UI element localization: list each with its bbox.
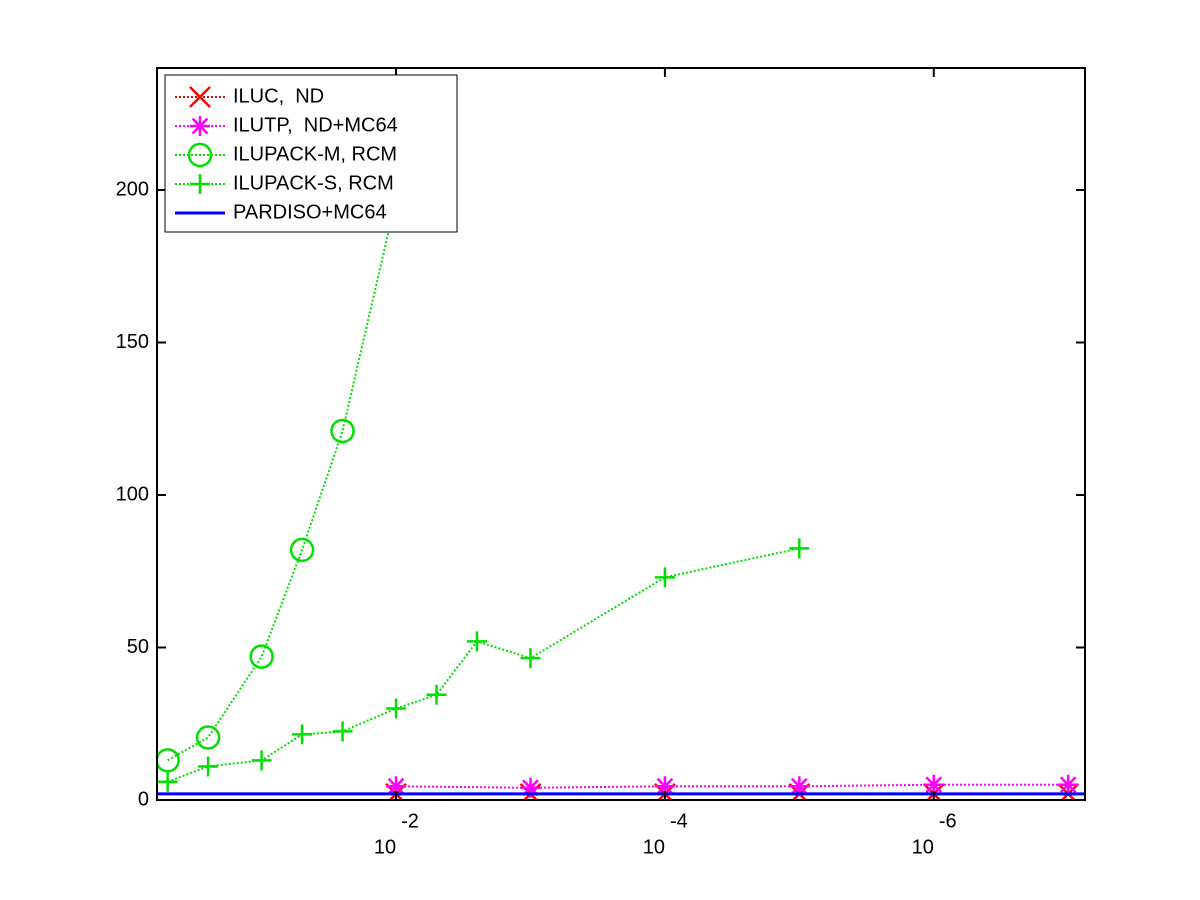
y-tick-label: 150: [116, 331, 149, 353]
marker: [289, 537, 315, 563]
plot-area: [157, 186, 1085, 800]
marker: [251, 750, 272, 771]
marker: [923, 774, 944, 795]
legend-box: [164, 74, 458, 233]
y-tick-label: 0: [138, 788, 149, 810]
x-tick-exponent: -6: [939, 810, 957, 832]
marker: [520, 648, 541, 669]
marker: [654, 567, 675, 588]
axes-frame: [156, 67, 1086, 801]
y-tick-label: 200: [116, 178, 149, 200]
legend-label: PARDISO+MC64: [233, 201, 387, 223]
legend-label: ILUC, ND: [233, 85, 324, 107]
y-tick-label: 50: [127, 636, 149, 658]
series-line: [167, 547, 800, 783]
series-line: [396, 783, 1069, 789]
series-line: [167, 198, 398, 762]
marker: [198, 756, 219, 777]
marker: [789, 538, 810, 559]
marker: [1058, 774, 1079, 795]
marker: [520, 777, 541, 798]
marker: [332, 721, 353, 742]
marker: [249, 644, 274, 669]
marker: [386, 776, 407, 797]
marker: [157, 771, 178, 792]
y-tick-label: 100: [116, 483, 149, 505]
x-tick-label: 10: [643, 836, 665, 858]
x-tick-exponent: -2: [401, 810, 419, 832]
legend-label: ILUPACK-M, RCM: [233, 143, 397, 165]
x-tick-label: 10: [912, 836, 934, 858]
legend: ILUC, ND ILUTP, ND+MC64 ILUPACK-M, RCM ILUP…: [164, 74, 458, 233]
marker: [789, 776, 810, 797]
legend-label: ILUPACK-S, RCM: [233, 172, 394, 194]
x-tick-label: 10: [374, 836, 396, 858]
marker: [426, 684, 447, 705]
marker: [187, 142, 213, 168]
marker: [330, 418, 355, 444]
legend-label: ILUTP, ND+MC64: [233, 114, 398, 136]
marker: [189, 86, 211, 108]
x-tick-exponent: -4: [670, 810, 688, 832]
marker: [654, 776, 675, 797]
marker: [195, 725, 221, 750]
marker: [157, 748, 180, 773]
marker: [190, 116, 210, 136]
marker: [386, 698, 407, 719]
marker: [190, 174, 210, 194]
marker: [466, 631, 487, 652]
marker: [292, 724, 313, 745]
